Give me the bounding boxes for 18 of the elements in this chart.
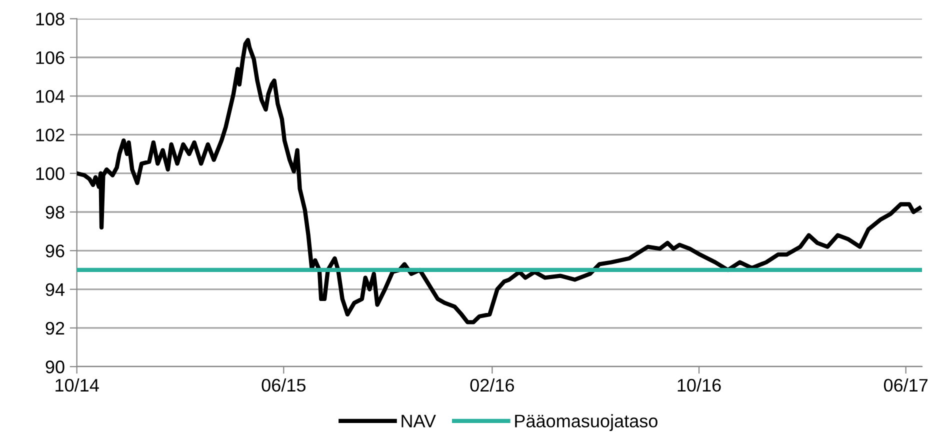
y-tick-label: 100 — [36, 167, 64, 180]
legend-label: Pääomasuojataso — [515, 414, 658, 431]
y-tick-label: 94 — [46, 283, 64, 296]
legend-label: NAV — [402, 414, 436, 428]
y-tick-label: 102 — [36, 128, 64, 142]
line-series — [76, 38, 922, 324]
x-tick-label: 06/17 — [884, 378, 928, 392]
y-tick-label: 96 — [46, 244, 64, 258]
x-tick-label: 06/15 — [262, 378, 306, 392]
y-tick-label: 108 — [36, 12, 64, 26]
y-tick-label: 92 — [46, 322, 64, 335]
y-tick-label: 104 — [36, 90, 65, 103]
x-tick-label: 02/16 — [470, 378, 514, 392]
x-tick-label: 10/14 — [56, 378, 99, 392]
y-tick-label: 106 — [36, 51, 64, 64]
y-tick-label: 90 — [46, 360, 64, 374]
x-tick-label: 10/16 — [678, 378, 721, 392]
y-tick-label: 98 — [46, 206, 64, 219]
